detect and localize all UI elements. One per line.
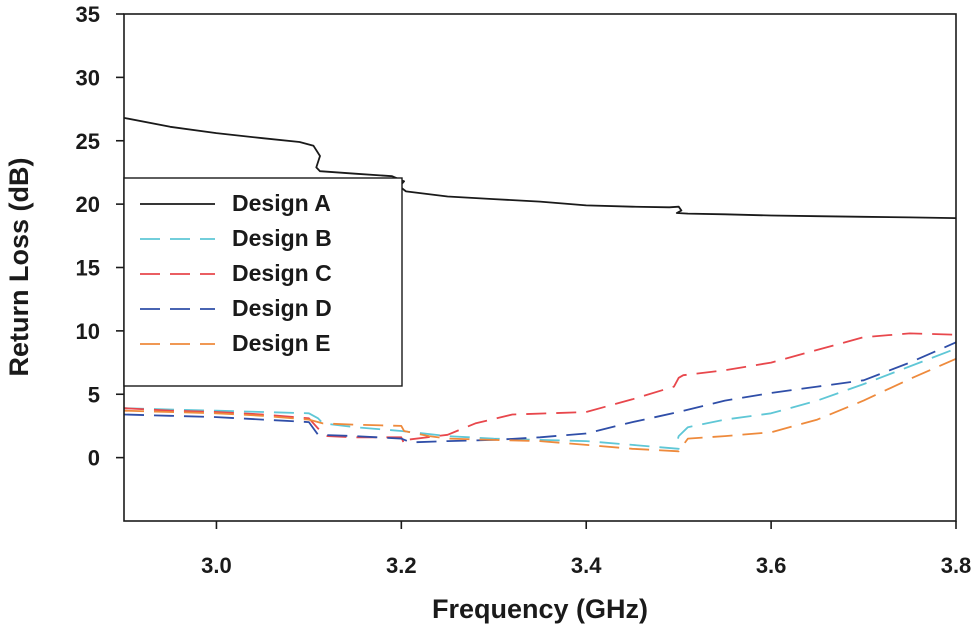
legend: Design A Design B Design C Design D Design E xyxy=(123,177,403,387)
y-tick-label: 25 xyxy=(76,129,100,154)
x-tick-label: 3.6 xyxy=(756,553,787,578)
y-tick-label: 20 xyxy=(76,192,100,217)
x-tick-label: 3.2 xyxy=(386,553,417,578)
legend-label: Design B xyxy=(232,225,332,251)
y-tick-label: 35 xyxy=(76,2,100,27)
x-tick-label: 3.4 xyxy=(571,553,602,578)
legend-box xyxy=(123,177,403,387)
y-tick-label: 30 xyxy=(76,65,100,90)
series-line-design-b xyxy=(123,347,957,450)
series-line-design-a xyxy=(123,117,957,219)
legend-label: Design A xyxy=(232,190,331,216)
x-axis-ticks: 3.0 3.2 3.4 3.6 3.8 xyxy=(201,521,971,578)
y-tick-label: 10 xyxy=(76,319,100,344)
y-tick-label: 15 xyxy=(76,256,100,281)
x-tick-label: 3.0 xyxy=(201,553,232,578)
y-axis-title: Return Loss (dB) xyxy=(4,158,34,377)
x-tick-label: 3.8 xyxy=(941,553,972,578)
y-axis-ticks: 0 5 10 15 20 25 30 35 xyxy=(76,2,124,471)
plot-lines xyxy=(123,117,957,453)
y-tick-label: 5 xyxy=(88,382,100,407)
series-line-design-e xyxy=(123,357,957,453)
legend-label: Design C xyxy=(232,260,332,286)
x-axis-title: Frequency (GHz) xyxy=(432,594,648,624)
legend-label: Design E xyxy=(232,330,330,356)
y-tick-label: 0 xyxy=(88,446,100,471)
series-line-design-d xyxy=(123,341,957,444)
legend-label: Design D xyxy=(232,295,332,321)
